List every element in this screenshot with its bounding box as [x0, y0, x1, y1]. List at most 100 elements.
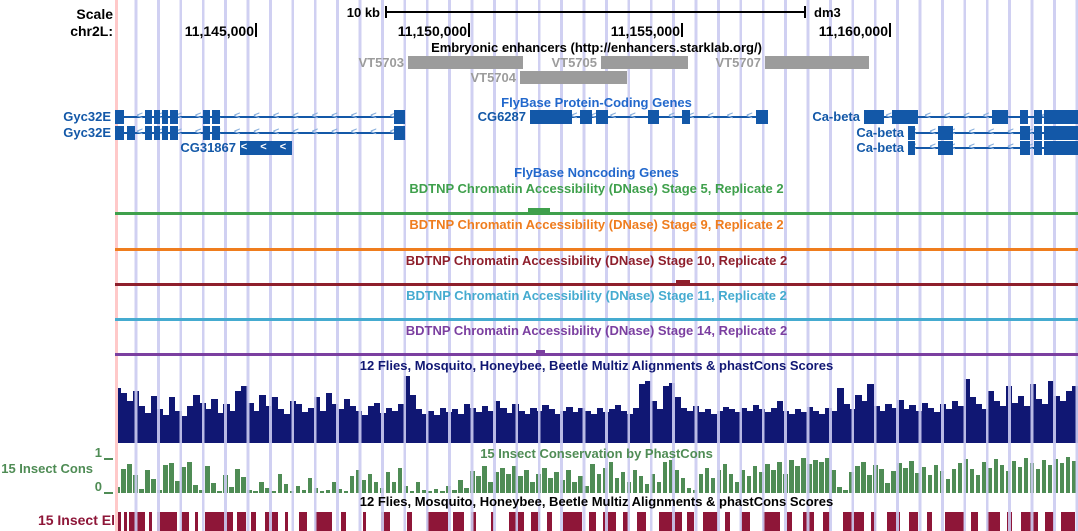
element-block — [971, 512, 978, 531]
element-block — [129, 512, 145, 531]
histogram-bar — [163, 465, 168, 493]
enhancer-VT5704[interactable] — [520, 71, 627, 84]
gene-Ca-beta[interactable]: < < < < < < < < < < < < < < < < — [908, 141, 1078, 155]
histogram-bar — [373, 482, 379, 493]
insect-elements-track[interactable] — [115, 512, 1078, 531]
histogram-bar — [801, 458, 806, 493]
histogram-bar — [530, 482, 535, 493]
histogram-bar — [722, 464, 728, 493]
histogram-bar — [542, 468, 547, 493]
gene-Gyc32E[interactable]: < < < < < < < < < < < < < < < < < < < < … — [115, 110, 405, 124]
gene-CG6287[interactable]: < < < < < < < < < < < < < < < < < < < < … — [530, 110, 768, 124]
track-title-dnase-stage-3: BDTNP Chromatin Accessibility (DNase) St… — [406, 288, 787, 303]
exon-block — [530, 110, 572, 124]
histogram-bar — [957, 463, 963, 493]
coordinate-label: 11,150,000 — [397, 23, 467, 39]
histogram-bar — [349, 476, 355, 493]
histogram-bar — [241, 477, 246, 493]
histogram-bar — [572, 482, 577, 493]
track-title-dnase-stage-1: BDTNP Chromatin Accessibility (DNase) St… — [409, 217, 784, 232]
gene-label: Gyc32E — [63, 109, 111, 124]
scale-bar-label: 10 kb — [346, 5, 380, 20]
histogram-bar — [993, 459, 999, 493]
histogram-bar — [819, 462, 824, 493]
histogram-bar — [692, 490, 698, 493]
histogram-bar — [590, 464, 595, 493]
dnase-signal-peak — [676, 280, 690, 283]
dnase-signal-peak — [528, 208, 550, 212]
element-block — [315, 512, 332, 531]
gene-label: Ca-beta — [856, 125, 904, 140]
dnase-signal-line[interactable] — [115, 248, 1078, 251]
histogram-bar — [512, 466, 517, 493]
histogram-bar — [452, 490, 457, 493]
histogram-bar — [897, 463, 902, 493]
exon-block — [154, 126, 160, 140]
exon-block — [648, 110, 659, 124]
histogram-bar — [849, 472, 854, 493]
histogram-bar — [223, 475, 228, 493]
exon-block — [394, 110, 405, 124]
element-block — [843, 512, 864, 531]
histogram-bar — [765, 464, 770, 493]
exon-block — [115, 110, 124, 124]
histogram-bar — [951, 469, 957, 493]
histogram-bar — [734, 482, 740, 493]
element-block — [299, 512, 307, 531]
histogram-bar — [121, 469, 126, 493]
histogram-bar — [873, 465, 878, 493]
element-block — [407, 512, 412, 531]
histogram-bar — [867, 475, 872, 493]
track-title-dnase-stage-4: BDTNP Chromatin Accessibility (DNase) St… — [405, 323, 788, 338]
gene-Ca-beta[interactable]: < < < < < < < < < < < < < < < < — [908, 126, 1078, 140]
enhancer-VT5703[interactable] — [408, 56, 523, 69]
element-block — [1007, 512, 1012, 531]
gene-Gyc32E[interactable]: < < < < < < < < < < < < < < < < < < < < … — [115, 126, 405, 140]
enhancer-VT5705[interactable] — [601, 56, 688, 69]
histogram-bar — [1035, 469, 1041, 493]
track-title-multiz: 12 Flies, Mosquito, Honeybee, Beetle Mul… — [359, 358, 834, 373]
enhancer-track[interactable]: VT5703 VT5705 VT5707 VT5704 — [0, 56, 1078, 86]
element-block — [887, 512, 900, 531]
histogram-bar — [927, 475, 933, 493]
element-block — [823, 512, 830, 531]
histogram-bar — [235, 469, 240, 493]
element-block — [987, 512, 1000, 531]
exon-block — [1020, 126, 1030, 140]
dnase-signal-line[interactable] — [115, 318, 1078, 321]
exon-block — [145, 126, 152, 140]
element-block — [547, 512, 552, 531]
element-block — [927, 512, 932, 531]
histogram-bar — [301, 490, 307, 493]
gene-Ca-beta[interactable]: < < < < < < < < < < < < < < < < < < < < — [864, 110, 1078, 124]
dnase-signal-line[interactable] — [115, 212, 1078, 215]
element-block — [871, 512, 876, 531]
dnase-signal-line[interactable] — [115, 353, 1078, 356]
element-block — [763, 512, 780, 531]
exon-block — [580, 110, 592, 124]
element-block — [491, 512, 494, 531]
histogram-bar — [656, 482, 662, 493]
histogram-bar — [494, 472, 499, 493]
histogram-bar — [837, 487, 842, 493]
element-block — [427, 512, 448, 531]
histogram-bar — [674, 470, 680, 493]
track-title-flybase-coding: FlyBase Protein-Coding Genes — [501, 95, 692, 110]
gene-CG31867[interactable]: < < < — [240, 141, 292, 155]
dnase-signal-line[interactable] — [115, 283, 1078, 286]
element-block — [381, 512, 390, 531]
enhancer-VT5707[interactable] — [765, 56, 869, 69]
histogram-bar — [500, 468, 505, 493]
exon-block — [162, 110, 168, 124]
histogram-bar — [969, 469, 975, 493]
histogram-bar — [175, 481, 180, 493]
histogram-bar — [470, 471, 475, 493]
exon-block — [212, 110, 220, 124]
gene-track[interactable]: < < < < < < < < < < < < < < < < < < < < … — [0, 110, 1078, 158]
exon-block — [1044, 126, 1078, 140]
multiz-histogram[interactable] — [115, 376, 1078, 443]
reverse-strand-arrows-icon: < < < < < < < < < < < < < < < < < < < < … — [117, 110, 405, 122]
histogram-bar — [367, 474, 373, 493]
element-block — [623, 512, 628, 531]
